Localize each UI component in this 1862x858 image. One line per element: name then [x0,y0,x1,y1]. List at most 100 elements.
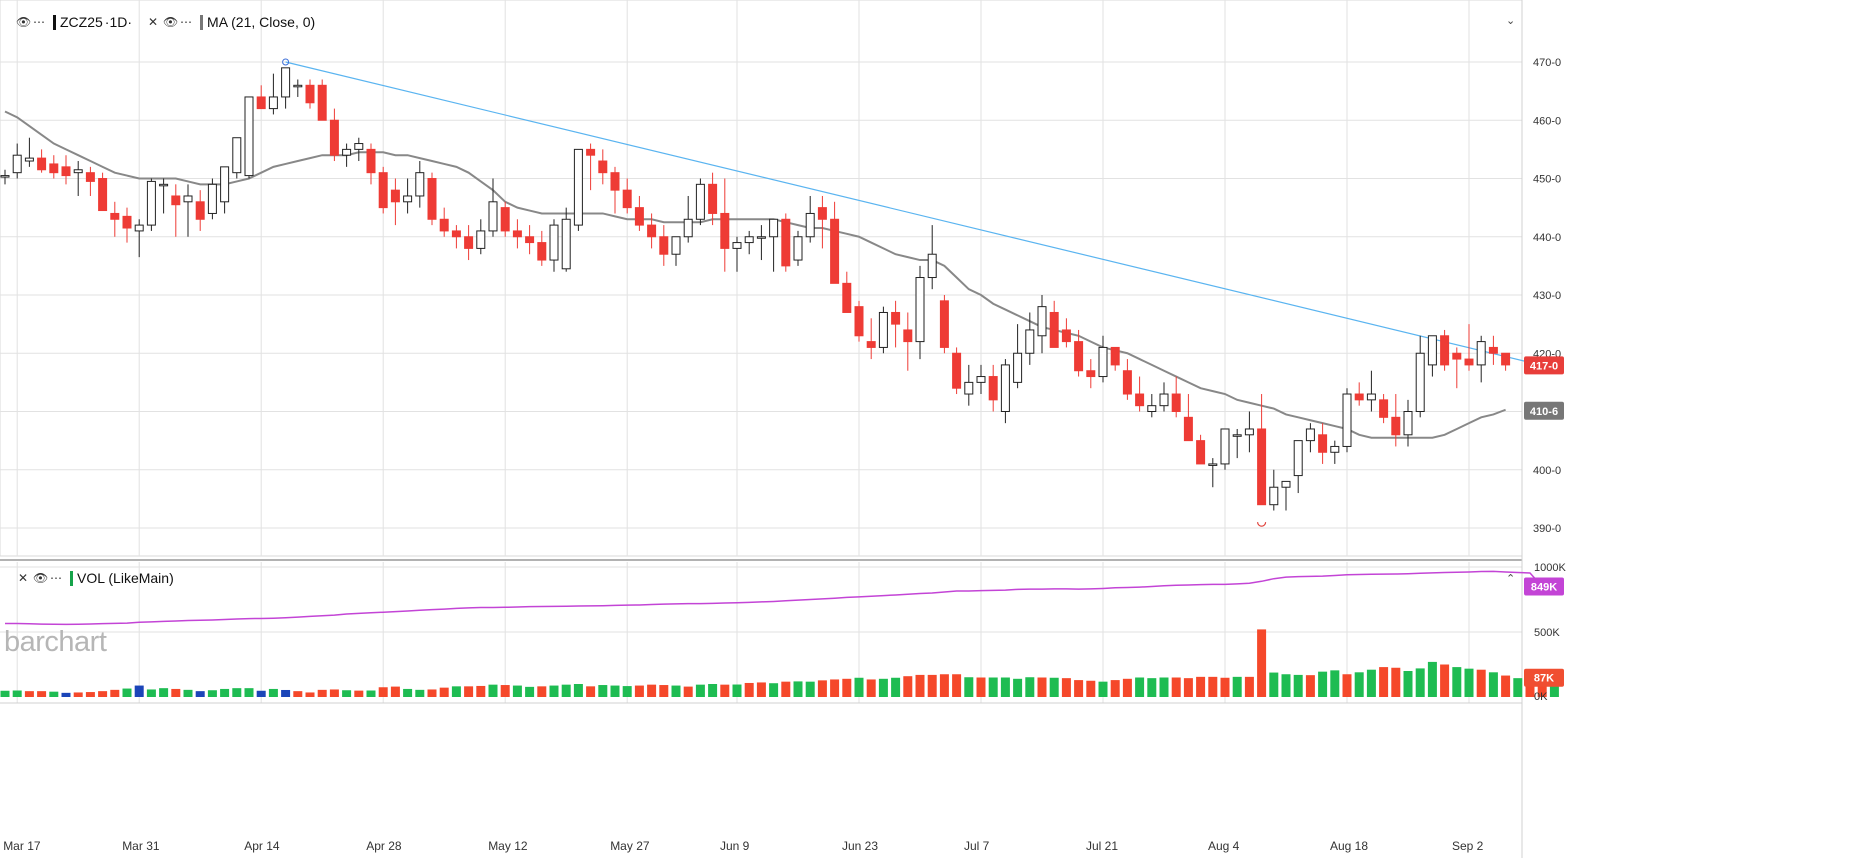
last-price-badge-bg [1524,356,1564,375]
close-icon[interactable]: ✕ [17,571,29,585]
volume-bar [903,676,913,697]
candle-body [476,230,486,249]
symbol-label[interactable]: ZCZ25 [60,14,103,30]
volume-bar [976,677,986,697]
volume-bar [1110,680,1120,697]
price-axis[interactable]: 390-0400-0410-0420-0430-0440-0450-0460-0… [1533,57,1566,703]
volume-bar [1281,674,1291,697]
candle [0,169,10,185]
candle-body [1257,428,1267,506]
candle [183,184,193,237]
candle-body [915,277,925,343]
close-icon[interactable]: ✕ [148,15,159,29]
candle [976,364,986,395]
more-options-icon[interactable]: ⋯ [33,15,45,29]
candle [451,225,461,249]
volume-bar [781,681,791,697]
volume-bar [1098,681,1108,697]
volume-bar [1135,677,1145,697]
candle [1318,423,1328,464]
volume-bar [1452,667,1462,697]
candle [549,219,559,272]
volume-bar [1391,667,1401,697]
more-options-icon[interactable]: ⋯ [50,571,62,585]
eye-icon[interactable]: 👁 [16,15,32,29]
candle [110,201,120,237]
candle [805,195,815,243]
volume-bar [1318,671,1328,697]
volume-bar [1171,677,1181,697]
candle-body [403,195,413,203]
candle-body [1196,440,1206,465]
candle-body [500,207,510,232]
candle-body [110,212,120,220]
candle [525,225,535,255]
candle [1208,458,1218,488]
candle [1281,480,1291,511]
candle [647,213,657,249]
volume-bar [805,681,815,697]
candle-body [378,172,388,209]
candle-body [439,218,449,232]
interval-label[interactable]: ·1D· [104,14,133,30]
candle [378,166,388,214]
price-tick-label: 400-0 [1533,465,1561,477]
volume-bar [1537,684,1547,697]
high-marker [282,58,290,66]
candle [610,166,620,214]
volume-bar [830,679,840,697]
candle [1000,359,1010,424]
volume-bar [1501,675,1511,697]
more-options-icon[interactable]: ⋯ [180,15,192,29]
candle-body [1342,393,1352,447]
price-tick-label: 390-0 [1533,523,1561,535]
candle [659,225,669,266]
volume-bar [952,674,962,697]
candle [220,166,230,214]
time-axis[interactable]: Mar 17 Mar 31 Apr 14 Apr 28 May 12 May 27 Jun … [3,839,1483,853]
trendline[interactable] [282,58,1553,527]
volume-bar [1220,677,1230,697]
volume-bar [915,674,925,697]
candle-body [1049,311,1059,348]
time-tick-label: Apr 14 [244,839,280,853]
volume-bar [0,690,10,697]
candle [1257,394,1267,506]
candle [281,67,291,109]
candle [1098,335,1108,383]
volume-bar [634,685,644,697]
candle [1427,335,1437,377]
eye-icon[interactable]: 👁 [33,571,49,585]
volume-study-label[interactable]: VOL (LikeMain) [77,570,174,586]
volume-bar [366,690,376,697]
time-tick-label: Aug 18 [1330,839,1368,853]
candle-body [634,207,644,226]
candle-body [805,212,815,238]
chevron-down-icon[interactable]: ⌄ [1506,15,1516,27]
volume-bar [1244,676,1254,697]
price-tick-label: 470-0 [1533,57,1561,69]
volume-bar [964,677,974,697]
study-label[interactable]: MA (21, Close, 0) [207,14,316,30]
volume-bar [354,690,364,697]
candle-body [220,166,230,203]
volume-bars [0,629,1559,697]
candles [0,67,1511,511]
candle [1391,394,1401,447]
chevron-up-icon[interactable]: ⌃ [1506,573,1516,585]
eye-icon[interactable]: 👁 [163,15,179,29]
candle-body [891,311,901,325]
candle [1037,295,1047,354]
time-tick-label: Jun 23 [842,839,878,853]
volume-bar [12,690,22,697]
candle-body [1281,480,1291,488]
volume-bar [939,674,949,697]
volume-bar [1415,668,1425,697]
candle-body [342,148,352,156]
candle-body [1061,329,1071,343]
volume-bar [329,689,339,697]
volume-bar [1403,671,1413,697]
candle [573,148,583,231]
candle-body [781,218,791,267]
